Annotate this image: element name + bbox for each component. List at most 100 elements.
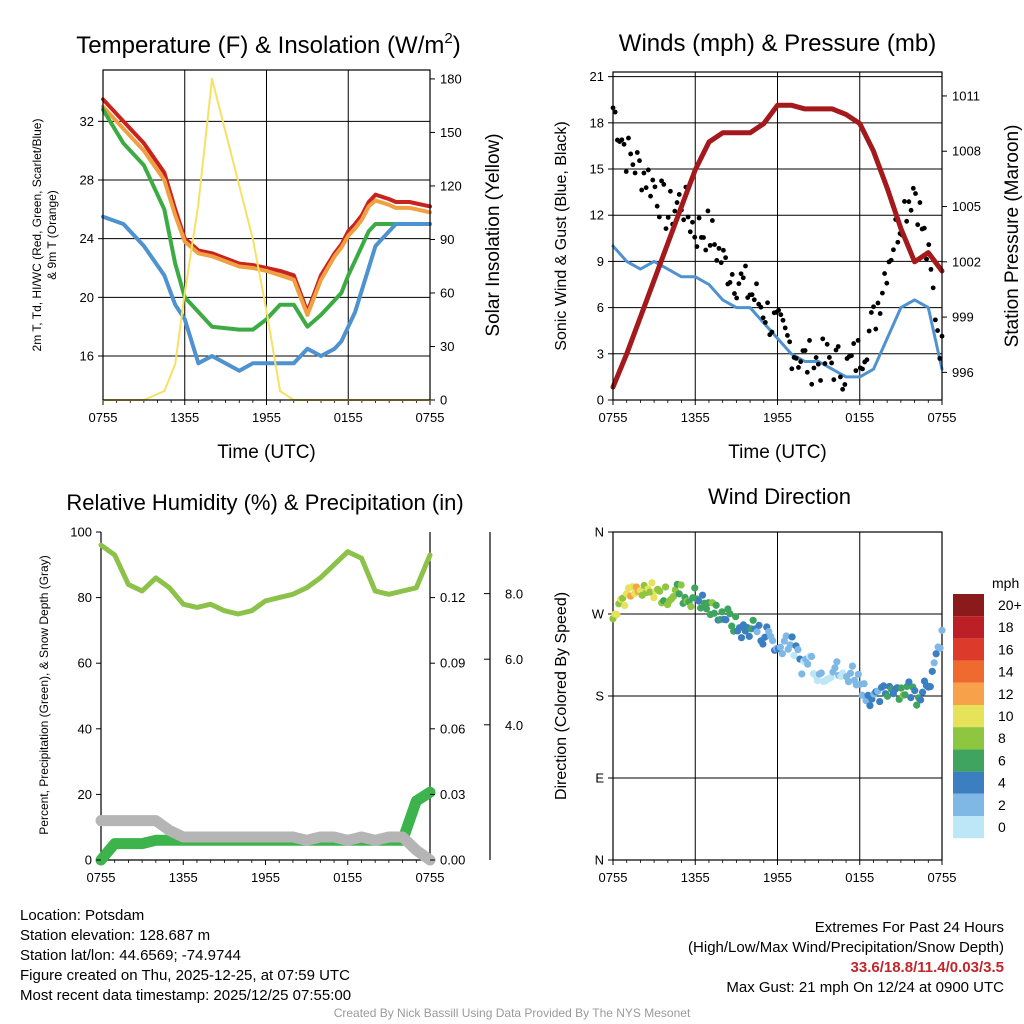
legend-swatch: [953, 793, 984, 816]
direction-point: [745, 632, 753, 640]
y-axis-label: 2m T, Td, HI/WC (Red, Green, Scarlet/Blu…: [30, 119, 44, 352]
max-gust-text: Max Gust: 21 mph On 12/24 at 0900 UTC: [726, 979, 1004, 996]
gust-point: [645, 167, 651, 173]
direction-point: [846, 669, 855, 677]
x-tick-label: 0155: [845, 870, 874, 885]
y-axis-label: Direction (Colored By Speed): [553, 592, 570, 800]
gust-point: [634, 150, 640, 155]
gust-point: [884, 280, 890, 286]
gust-point: [619, 137, 625, 143]
direction-point: [833, 658, 841, 666]
chart-title: Wind Direction: [708, 484, 851, 509]
gust-point: [926, 242, 932, 248]
y2-tick-label: 0.06: [440, 721, 465, 736]
snow-tick-label: 8.0: [505, 587, 523, 602]
direction-point: [776, 643, 785, 651]
chart-title: Relative Humidity (%) & Precipitation (i…: [66, 490, 463, 515]
direction-point: [848, 662, 857, 670]
y-axis-label: Sonic Wind & Gust (Blue, Black): [553, 121, 570, 350]
legend-label: 8: [998, 730, 1006, 746]
gust-point: [716, 245, 722, 251]
y2-tick-label: 0.12: [440, 590, 465, 605]
gust-point: [732, 291, 737, 296]
gust-point: [842, 382, 848, 387]
x-tick-label: 0755: [928, 410, 957, 425]
gust-point: [864, 357, 870, 363]
direction-point: [794, 645, 802, 654]
y-tick-label: 6: [597, 300, 604, 315]
gust-point: [891, 247, 896, 253]
y2-axis-label: Solar Insolation (Yellow): [483, 133, 504, 336]
gust-point: [875, 300, 881, 306]
direction-point: [936, 644, 944, 652]
y2-tick-label: 0.09: [440, 656, 465, 671]
y2-tick-label: 90: [440, 232, 454, 247]
x-tick-label: 1355: [681, 410, 710, 425]
direction-point: [613, 611, 621, 619]
y2-tick-label: 120: [440, 178, 462, 193]
gust-point: [879, 290, 885, 296]
legend-label: 0: [998, 819, 1006, 835]
gust-point: [913, 191, 918, 196]
winds-panel: 0755 1355 1955 0155 0755 0 3 6 9 12 15 18 21 996 999 10…: [553, 30, 1023, 463]
gust-point: [888, 257, 894, 263]
x-tick-label: 0755: [416, 870, 445, 885]
legend-label: 2: [998, 797, 1006, 813]
gust-point: [932, 317, 938, 323]
gust-point: [672, 208, 678, 214]
gust-point: [701, 235, 706, 240]
gust-point: [676, 192, 682, 197]
x-tick-label: 0155: [845, 410, 874, 425]
temperature-panel: 0755 1355 1955 0155 0755 16 20 24 28 32 0 30 60 90 120…: [30, 30, 504, 463]
x-tick-label: 0155: [334, 410, 363, 425]
gust-point: [643, 185, 649, 191]
gust-point: [835, 344, 841, 349]
gust-point: [787, 339, 793, 345]
gust-point: [831, 377, 837, 383]
x-tick-label: 1955: [763, 410, 792, 425]
gust-point: [769, 329, 775, 335]
direction-point: [702, 605, 711, 613]
gust-point: [785, 332, 790, 338]
gust-point: [648, 193, 653, 199]
gust-point: [804, 369, 810, 375]
gust-point: [873, 326, 879, 332]
direction-point: [675, 590, 683, 598]
legend-label: 12: [998, 686, 1014, 702]
gust-point: [813, 355, 819, 360]
direction-point: [755, 621, 763, 629]
humidity-panel: 0755 1355 1955 0155 0755 0 20 40 60 80 100 0.00 0.03…: [37, 490, 523, 885]
direction-point: [648, 579, 656, 587]
gust-point: [796, 365, 801, 370]
legend-swatch: [953, 682, 984, 705]
gust-point: [637, 158, 642, 164]
legend-swatch: [953, 594, 984, 617]
y-tick-label: S: [595, 689, 604, 704]
x-tick-label: 0755: [89, 410, 118, 425]
gust-point: [928, 266, 934, 272]
x-tick-label: 0755: [599, 870, 628, 885]
direction-point: [650, 594, 658, 602]
direction-points: [609, 579, 946, 710]
gust-point: [793, 355, 799, 361]
gust-point: [760, 315, 766, 321]
series-relative-humidity: [98, 542, 433, 617]
direction-point: [669, 593, 677, 601]
x-tick-label: 1955: [251, 870, 280, 885]
direction-point: [782, 632, 790, 640]
direction-point: [695, 597, 703, 605]
direction-point: [817, 669, 825, 677]
gust-point: [656, 214, 662, 220]
direction-point: [737, 634, 746, 642]
station-info: Location: Potsdam Station elevation: 128…: [20, 906, 351, 1006]
y2-tick-label: 1008: [952, 144, 981, 159]
gust-point: [696, 215, 702, 221]
gust-point: [729, 272, 735, 277]
gust-point: [727, 280, 733, 285]
direction-point: [907, 694, 915, 702]
gust-point: [868, 310, 874, 315]
extremes-subtitle: (High/Low/Max Wind/Precipitation/Snow De…: [688, 939, 1004, 956]
direction-point: [753, 628, 761, 636]
gust-point: [851, 341, 857, 346]
